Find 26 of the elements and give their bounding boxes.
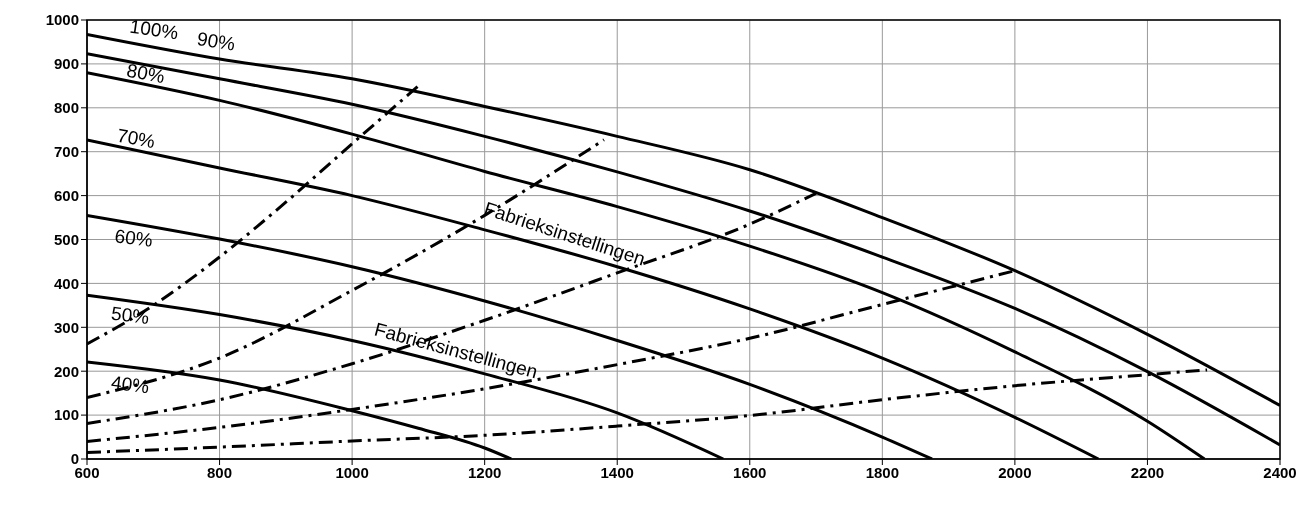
y-tick-label: 800 <box>53 99 79 117</box>
x-tick-label: 1800 <box>865 463 900 481</box>
x-tick-label: 1200 <box>467 463 502 481</box>
annotation: 50% <box>109 302 151 329</box>
y-tick-label: 200 <box>53 362 79 380</box>
annotation: 80% <box>125 59 167 88</box>
annotation: 100% <box>128 15 180 44</box>
y-tick-label: 600 <box>53 186 79 204</box>
y-tick-label: 500 <box>53 230 79 248</box>
x-tick-label: 800 <box>207 463 233 481</box>
annotation: 60% <box>113 225 154 251</box>
y-tick-label: 1000 <box>45 11 79 29</box>
annotation: 90% <box>195 28 237 55</box>
x-tick-label: 1000 <box>335 463 369 481</box>
y-tick-label: 400 <box>53 274 79 292</box>
x-tick-label: 2000 <box>998 463 1032 481</box>
y-tick-label: 900 <box>53 55 79 73</box>
y-tick-label: 700 <box>53 143 79 161</box>
annotation: 70% <box>115 124 157 153</box>
x-tick-label: 2400 <box>1263 463 1297 481</box>
x-tick-label: 1600 <box>733 463 767 481</box>
x-tick-label: 1400 <box>600 463 634 481</box>
y-tick-label: 100 <box>53 406 79 424</box>
x-tick-label: 2200 <box>1130 463 1165 481</box>
annotation: 40% <box>109 371 151 398</box>
y-tick-label: 300 <box>53 318 79 336</box>
